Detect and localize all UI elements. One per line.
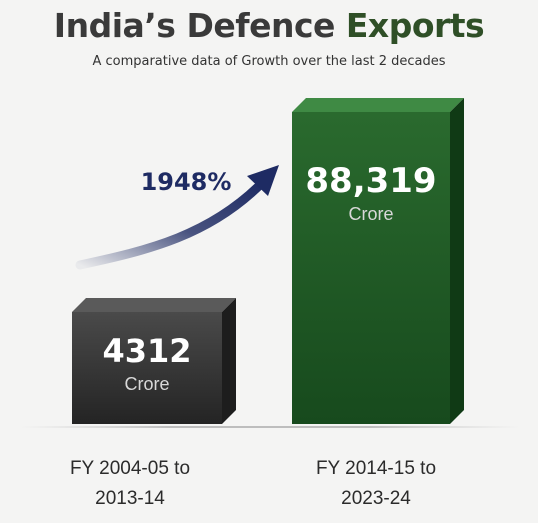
unit-label-2: Crore <box>348 204 393 224</box>
chart-subtitle: A comparative data of Growth over the la… <box>92 54 446 69</box>
unit-label-1: Crore <box>124 374 169 394</box>
category-label-1: FY 2004-05 to 2013-14 <box>69 458 191 509</box>
baseline <box>20 426 520 428</box>
bar-2-side <box>450 98 464 424</box>
chart-title: India’s Defence Exports <box>53 6 485 45</box>
bar-1-top <box>72 298 236 312</box>
bar-2 <box>292 98 464 424</box>
value-label-2: 88,319 <box>305 161 436 201</box>
chart-title-accent: Exports <box>345 6 485 45</box>
bar-1 <box>72 298 236 424</box>
value-label-1: 4312 <box>102 332 191 370</box>
growth-arrow <box>75 178 267 270</box>
bar-2-front <box>292 112 450 424</box>
bar-1-front <box>72 312 222 424</box>
growth-arrow-head <box>247 165 279 196</box>
growth-annotation: 1948% <box>141 168 232 196</box>
bar-1-side <box>222 298 236 424</box>
category-label-2: FY 2014-15 to 2023-24 <box>315 458 437 509</box>
bar-2-top <box>292 98 464 112</box>
